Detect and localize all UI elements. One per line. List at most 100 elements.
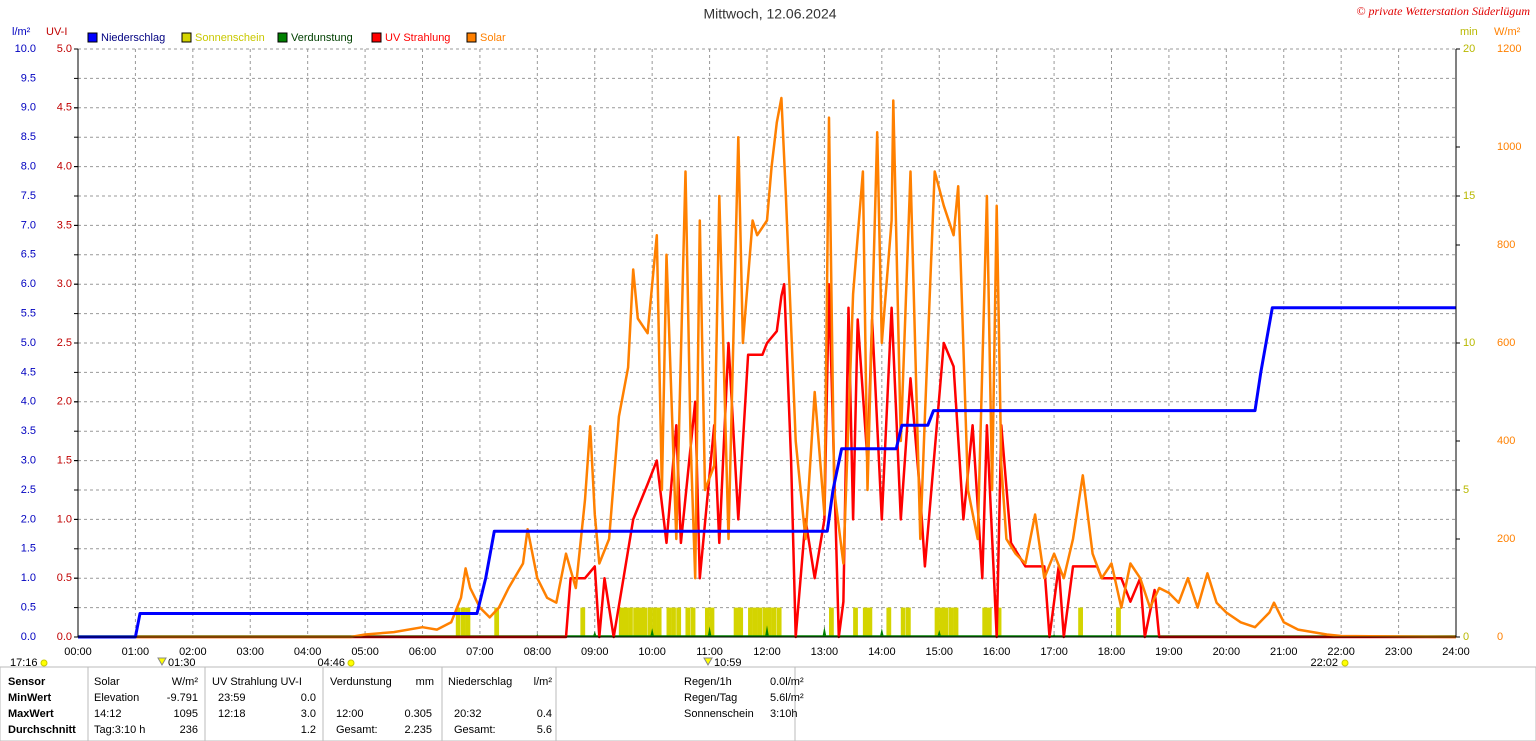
table-cell: Gesamt: [454,724,496,736]
sun-marker [1341,659,1349,667]
table-header: mm [416,676,434,688]
table-cell: 236 [180,724,198,736]
row-label: Durchschnitt [8,724,76,736]
sunshine-bar [628,607,633,637]
legend-swatch [466,32,477,43]
sun-event: 10:59 [714,657,742,669]
sun-event: 22:02 [1310,657,1338,669]
evaporation-spike [1109,634,1114,637]
table-cell: Gesamt: [336,724,378,736]
sunshine-bar [637,607,643,637]
table-cell: 23:59 [218,692,246,704]
y4-tick-label: 400 [1497,435,1515,447]
table-cell: 2.235 [404,724,432,736]
y2-axis-unit: UV-I [46,26,67,38]
x-tick-label: 16:00 [983,646,1011,658]
x-tick-label: 07:00 [466,646,494,658]
evaporation-spike [765,625,769,637]
sun-event: 04:46 [317,657,345,669]
sun-marker [157,657,167,667]
sunshine-bar [982,607,988,637]
y-tick-label: 1.0 [21,572,36,584]
x-tick-label: 11:00 [696,646,723,658]
table-header: W/m² [172,676,199,688]
sunshine-bar [465,607,471,637]
y4-tick-label: 1000 [1497,141,1521,153]
x-tick-label: 14:00 [868,646,896,658]
sunshine-bar [633,607,639,637]
legend-swatch [371,32,382,43]
y-tick-label: 7.5 [21,190,36,202]
legend-label: Solar [480,32,506,44]
sunshine-bar [771,607,777,637]
sunshine-bar [1116,607,1121,637]
evaporation-spike [592,631,597,637]
table-cell: 5.6 [537,724,552,736]
sunshine-bar [690,607,696,637]
sun-event: 01:30 [168,657,196,669]
y2-tick-label: 0.0 [57,631,72,643]
x-tick-label: 17:00 [1040,646,1068,658]
y3-tick-label: 15 [1463,190,1475,202]
row-label: MinWert [8,692,52,704]
x-tick-label: 05:00 [351,646,379,658]
sunshine-bar [953,607,959,637]
y-tick-label: 0.0 [21,631,36,643]
y-axis-unit: l/m² [12,26,31,38]
sunshine-bar [757,607,763,637]
table-header: UV Strahlung UV-I [212,676,302,688]
evaporation-spike [650,628,655,637]
y-tick-label: 4.0 [21,396,36,408]
sun-marker [347,659,355,667]
info-value: 5.6l/m² [770,692,804,704]
y2-tick-label: 1.0 [57,513,72,525]
y3-tick-label: 0 [1463,631,1469,643]
sunshine-bar [996,607,1002,637]
sunshine-bar [733,607,739,637]
y-tick-label: 6.5 [21,249,36,261]
sunshine-bar [939,607,945,637]
info-value: 3:10h [770,708,798,720]
sunshine-bar [1078,607,1083,637]
x-tick-label: 19:00 [1155,646,1183,658]
table-cell: -9.791 [167,692,198,704]
y2-tick-label: 4.5 [57,102,72,114]
table-header: Solar [94,676,120,688]
x-tick-label: 10:00 [638,646,666,658]
y-tick-label: 2.5 [21,484,36,496]
x-tick-label: 15:00 [925,646,953,658]
table-cell: Tag:3:10 h [94,724,145,736]
y4-tick-label: 0 [1497,631,1503,643]
info-label: Sonnenschein [684,708,754,720]
x-tick-label: 23:00 [1385,646,1413,658]
legend-label: Verdunstung [291,32,353,44]
table-cell: Elevation [94,692,139,704]
y3-axis-unit: min [1460,26,1478,38]
y4-axis-unit: W/m² [1494,26,1521,38]
sunshine-bar [986,607,992,637]
y4-tick-label: 800 [1497,239,1515,251]
chart-title: Mittwoch, 12.06.2024 [703,6,836,22]
x-tick-label: 01:00 [122,646,150,658]
legend-label: UV Strahlung [385,32,450,44]
y4-tick-label: 1200 [1497,43,1521,55]
sunshine-bar [905,607,911,637]
y2-tick-label: 4.0 [57,161,72,173]
x-tick-label: 13:00 [811,646,839,658]
sunshine-bar [862,607,868,637]
x-tick-label: 18:00 [1098,646,1126,658]
x-tick-label: 20:00 [1213,646,1241,658]
sunshine-bar [685,607,691,637]
x-tick-label: 04:00 [294,646,322,658]
table-cell: 1.2 [301,724,316,736]
info-label: Regen/1h [684,676,732,688]
sunshine-bar [676,607,682,637]
table-header: Niederschlag [448,676,512,688]
legend-swatch [87,32,98,43]
sunshine-bar [943,607,949,637]
y-tick-label: 10.0 [15,43,36,55]
sunshine-bar [762,607,768,637]
table-header: l/m² [534,676,553,688]
x-tick-label: 08:00 [524,646,552,658]
legend-swatch [181,32,192,43]
